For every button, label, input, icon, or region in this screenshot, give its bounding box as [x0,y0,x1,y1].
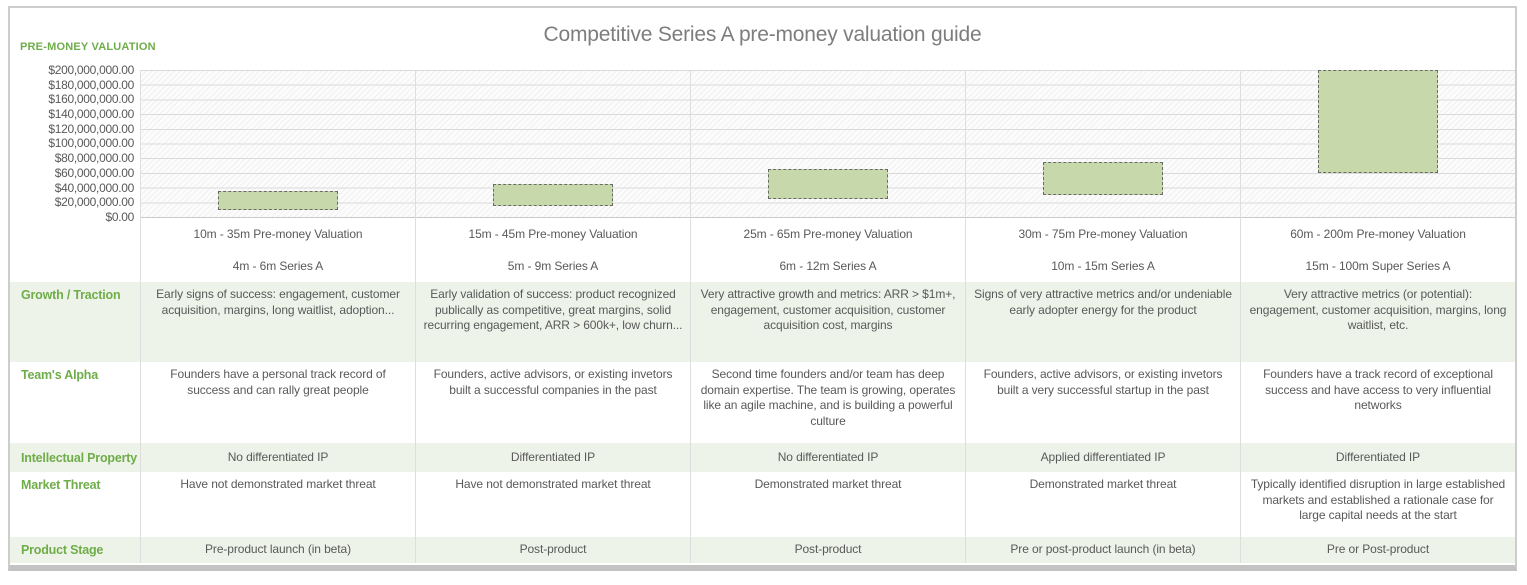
y-axis-tick: $60,000,000.00 [54,166,135,180]
valuation-range-bar [1317,70,1439,173]
series-a-range-cell: 6m - 12m Series A [690,252,965,282]
y-axis-tick: $200,000,000.00 [48,63,134,77]
table-row-intellectual-property: Intellectual Property No differentiated … [10,443,1515,472]
premoney-range-cell: 15m - 45m Pre-money Valuation [415,217,690,252]
y-axis-tick: $0.00 [105,210,134,224]
premoney-range-cell: 10m - 35m Pre-money Valuation [140,217,415,252]
series-a-range-cell: 5m - 9m Series A [415,252,690,282]
y-axis-tick: $120,000,000.00 [48,122,134,136]
y-axis-tick: $40,000,000.00 [54,181,135,195]
chart-frame: Competitive Series A pre-money valuation… [8,6,1517,571]
y-axis-tick: $20,000,000.00 [54,195,135,209]
table-row-growth-traction: Growth / Traction Early signs of success… [10,282,1515,362]
plot-column [690,70,965,217]
y-axis-tick: $160,000,000.00 [48,92,134,106]
product-stage-cell: Pre or Post-product [1240,537,1515,563]
series-a-range-cell: 15m - 100m Super Series A [1240,252,1515,282]
plot-column [415,70,690,217]
y-axis-tick: $140,000,000.00 [48,107,134,121]
growth-traction-cell: Very attractive metrics (or potential): … [1240,282,1515,362]
criteria-table: 10m - 35m Pre-money Valuation 15m - 45m … [10,217,1515,563]
intellectual-property-cell: Applied differentiated IP [965,443,1240,472]
row-label-growth-traction: Growth / Traction [21,288,121,302]
row-label-intellectual-property: Intellectual Property [21,450,137,465]
series-a-range-cell: 4m - 6m Series A [140,252,415,282]
table-row-market-threat: Market Threat Have not demonstrated mark… [10,472,1515,537]
premoney-range-cell: 25m - 65m Pre-money Valuation [690,217,965,252]
plot-column [141,70,415,217]
intellectual-property-cell: Differentiated IP [415,443,690,472]
teams-alpha-cell: Founders have a track record of exceptio… [1240,362,1515,443]
y-axis-tick: $100,000,000.00 [48,136,134,150]
growth-traction-cell: Signs of very attractive metrics and/or … [965,282,1240,362]
row-label-empty [10,217,140,252]
premoney-range-cell: 30m - 75m Pre-money Valuation [965,217,1240,252]
page-title: Competitive Series A pre-money valuation… [543,23,982,46]
teams-alpha-cell: Founders, active advisors, or existing i… [415,362,690,443]
market-threat-cell: Demonstrated market threat [965,472,1240,537]
product-stage-cell: Pre-product launch (in beta) [140,537,415,563]
intellectual-property-cell: No differentiated IP [690,443,965,472]
table-row-teams-alpha: Team's Alpha Founders have a personal tr… [10,362,1515,443]
row-label-empty [10,252,140,282]
teams-alpha-cell: Second time founders and/or team has dee… [690,362,965,443]
plot-column [1240,70,1515,217]
premoney-range-cell: 60m - 200m Pre-money Valuation [1240,217,1515,252]
row-label-product-stage: Product Stage [21,543,104,557]
teams-alpha-cell: Founders, active advisors, or existing i… [965,362,1240,443]
valuation-range-bar [767,169,889,199]
table-row-valuation-range: 10m - 35m Pre-money Valuation 15m - 45m … [10,217,1515,252]
intellectual-property-cell: No differentiated IP [140,443,415,472]
table-row-product-stage: Product Stage Pre-product launch (in bet… [10,537,1515,563]
growth-traction-cell: Very attractive growth and metrics: ARR … [690,282,965,362]
growth-traction-cell: Early signs of success: engagement, cust… [140,282,415,362]
product-stage-cell: Pre or post-product launch (in beta) [965,537,1240,563]
series-a-range-cell: 10m - 15m Series A [965,252,1240,282]
teams-alpha-cell: Founders have a personal track record of… [140,362,415,443]
y-axis-title: PRE-MONEY VALUATION [20,41,156,53]
table-row-series-a-range: 4m - 6m Series A 5m - 9m Series A 6m - 1… [10,252,1515,282]
plot-area [140,70,1515,218]
market-threat-cell: Have not demonstrated market threat [140,472,415,537]
plot-column [965,70,1240,217]
intellectual-property-cell: Differentiated IP [1240,443,1515,472]
y-axis-tick: $180,000,000.00 [48,78,134,92]
market-threat-cell: Have not demonstrated market threat [415,472,690,537]
row-label-teams-alpha: Team's Alpha [21,368,98,382]
growth-traction-cell: Early validation of success: product rec… [415,282,690,362]
market-threat-cell: Typically identified disruption in large… [1240,472,1515,537]
product-stage-cell: Post-product [690,537,965,563]
valuation-range-bar [1042,161,1164,195]
valuation-range-bar [217,191,339,210]
row-label-market-threat: Market Threat [21,478,101,492]
valuation-range-bar [492,183,614,206]
product-stage-cell: Post-product [415,537,690,563]
market-threat-cell: Demonstrated market threat [690,472,965,537]
y-axis-tick: $80,000,000.00 [54,151,135,165]
